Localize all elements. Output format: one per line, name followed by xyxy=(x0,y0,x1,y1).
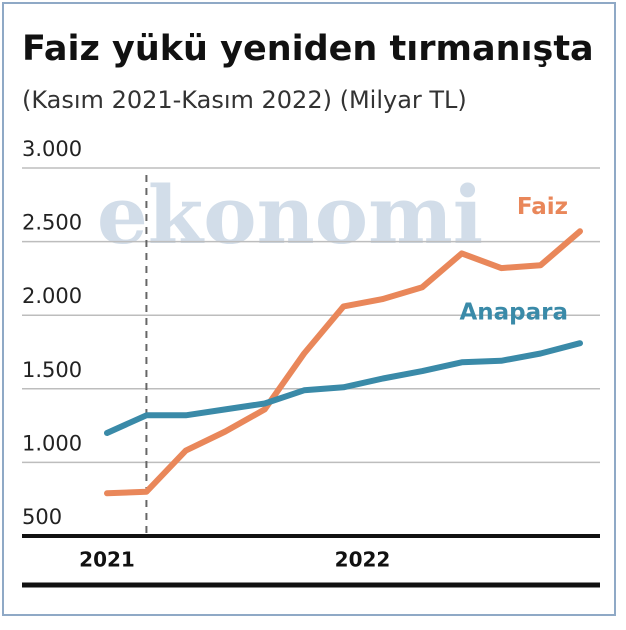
x-tick-label: 2022 xyxy=(335,548,391,572)
y-tick-label: 500 xyxy=(22,505,62,529)
y-tick-label: 1.500 xyxy=(22,358,82,382)
series-label: Faiz xyxy=(517,194,568,220)
series-label: Anapara xyxy=(459,300,568,326)
y-tick-label: 2.500 xyxy=(22,211,82,235)
y-tick-label: 3.000 xyxy=(22,137,82,161)
data-line xyxy=(104,340,583,436)
chart-title: Faiz yükü yeniden tırmanışta xyxy=(22,29,594,69)
x-tick-label: 2021 xyxy=(79,548,135,572)
watermark: ekonomi xyxy=(97,168,483,262)
data-line xyxy=(104,228,583,497)
y-tick-label: 2.000 xyxy=(22,284,82,308)
y-tick-label: 1.000 xyxy=(22,431,82,455)
frame xyxy=(2,2,616,616)
chart-subtitle: (Kasım 2021-Kasım 2022) (Milyar TL) xyxy=(22,86,467,114)
